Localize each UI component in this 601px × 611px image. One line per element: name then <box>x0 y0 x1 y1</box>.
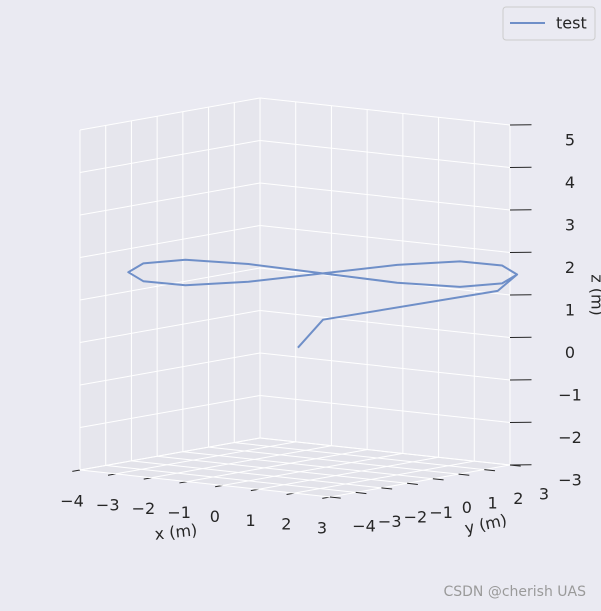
x-tick-label: −1 <box>167 503 191 522</box>
y-tick-mark <box>407 483 418 484</box>
z-tick-label: 5 <box>565 131 575 150</box>
y-tick-label: 0 <box>462 498 472 517</box>
x-tick-label: 2 <box>281 515 291 534</box>
z-axis-label: z (m) <box>588 274 601 316</box>
y-tick-mark <box>459 474 470 475</box>
y-tick-label: 3 <box>539 485 549 504</box>
y-tick-label: −2 <box>404 507 428 526</box>
z-tick-label: −3 <box>558 471 582 490</box>
y-tick-label: −3 <box>378 512 402 531</box>
x-tick-mark <box>72 470 80 471</box>
z-tick-label: −2 <box>558 428 582 447</box>
x-tick-label: −2 <box>132 499 156 518</box>
z-tick-label: 0 <box>565 343 575 362</box>
y-tick-label: −1 <box>429 503 453 522</box>
legend: test <box>503 7 595 40</box>
panes <box>80 98 510 497</box>
y-tick-label: −4 <box>352 517 376 536</box>
z-tick-label: 4 <box>565 173 575 192</box>
watermark: CSDN @cherish UAS <box>443 584 586 600</box>
x-axis-label: x (m) <box>154 520 198 543</box>
y-tick-mark <box>381 488 392 489</box>
y-tick-label: 1 <box>487 494 497 513</box>
x-tick-label: −4 <box>60 492 84 511</box>
z-tick-label: −1 <box>558 386 582 405</box>
z-tick-label: 1 <box>565 301 575 320</box>
x-tick-label: 1 <box>245 511 255 530</box>
y-tick-mark <box>433 479 444 480</box>
x-tick-label: 0 <box>210 507 220 526</box>
z-tick-label: 3 <box>565 216 575 235</box>
y-tick-mark <box>356 492 367 493</box>
y-tick-mark <box>330 497 341 498</box>
y-tick-mark <box>484 470 495 471</box>
z-tick-label: 2 <box>565 258 575 277</box>
x-tick-label: −3 <box>96 495 120 514</box>
x-tick-label: 3 <box>317 519 327 538</box>
legend-label: test <box>556 14 587 33</box>
y-tick-label: 2 <box>513 489 523 508</box>
